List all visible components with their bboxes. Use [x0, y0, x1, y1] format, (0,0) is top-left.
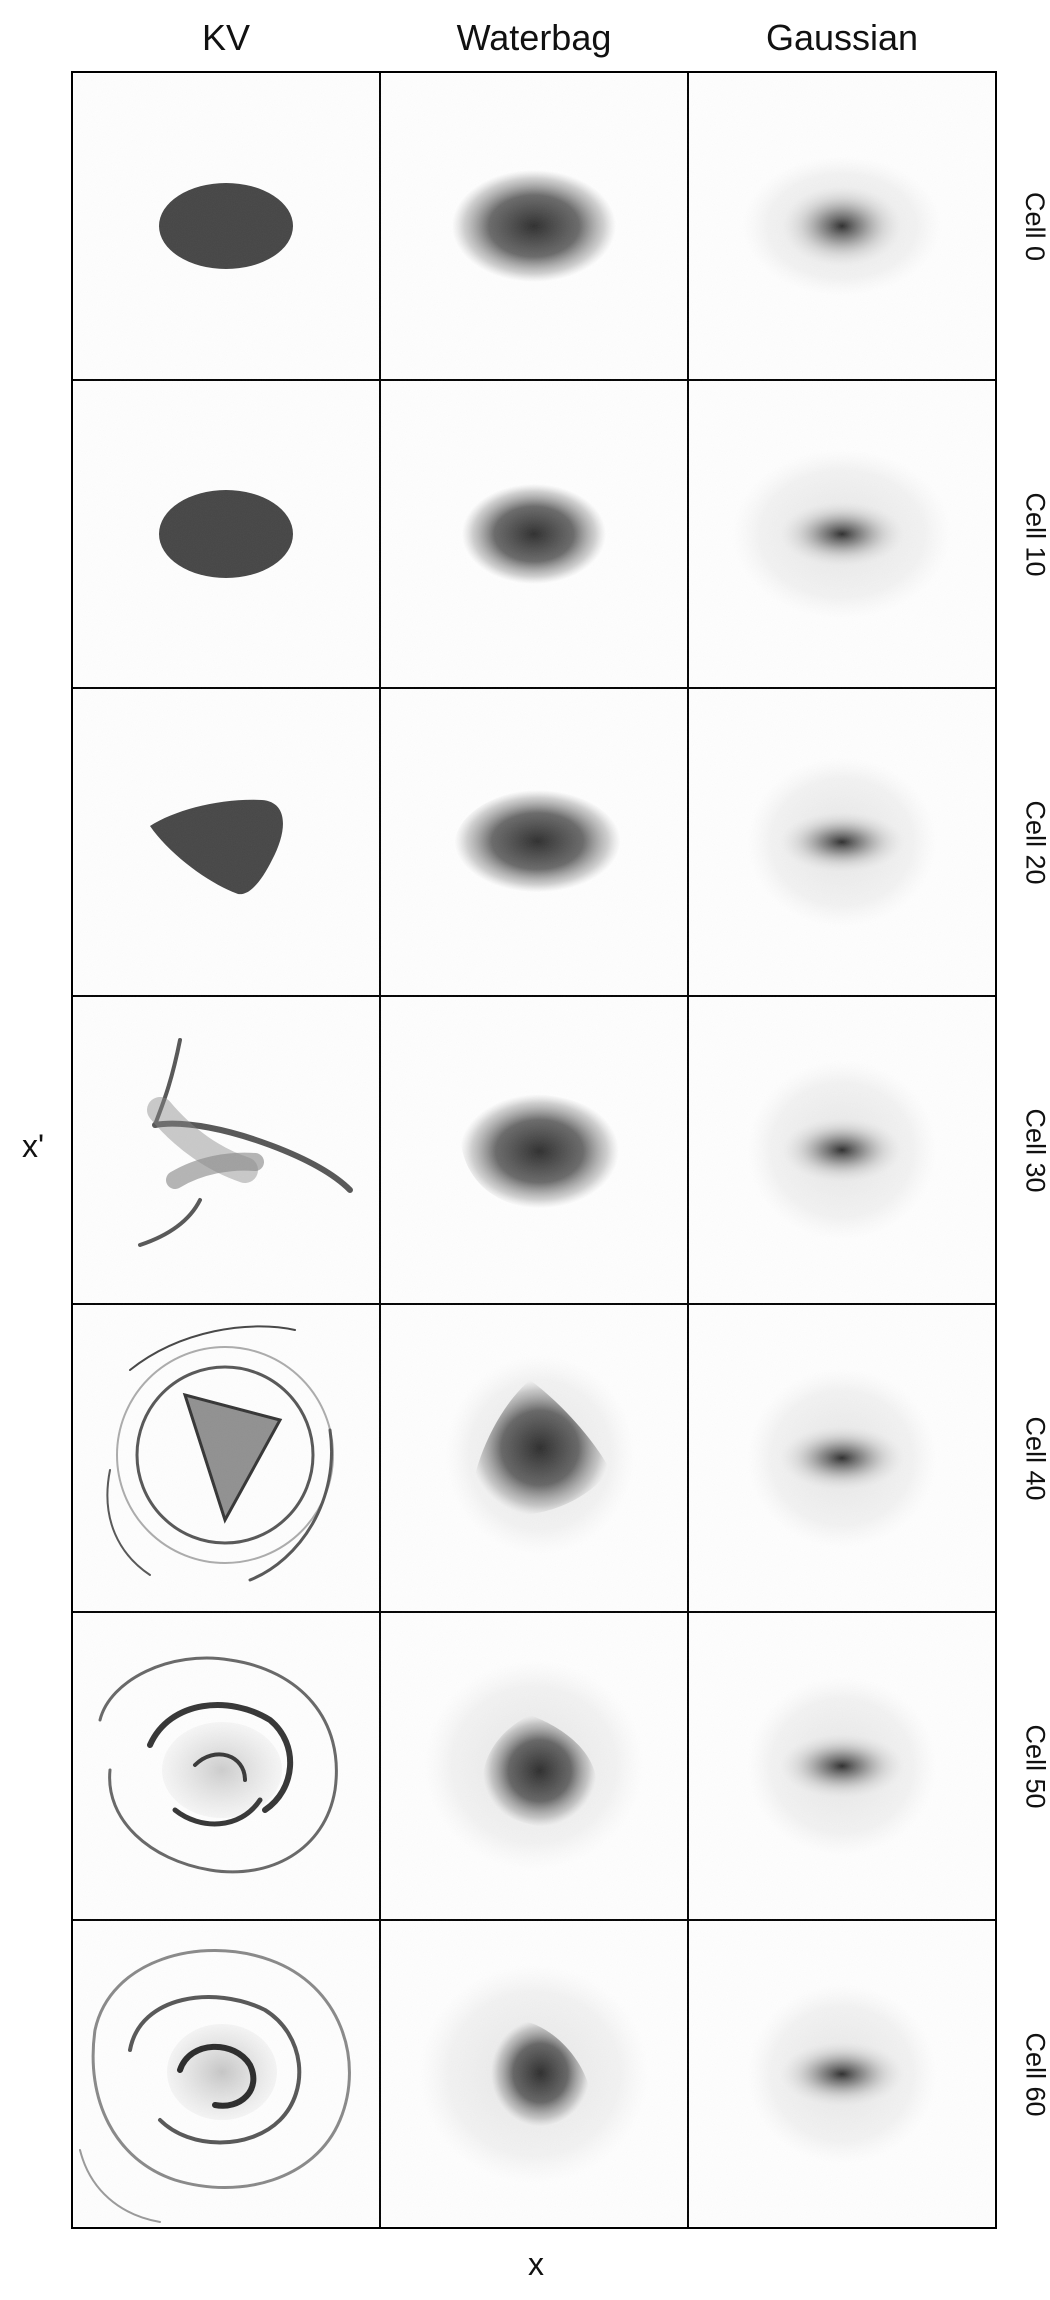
column-header-kv: KV — [201, 17, 251, 58]
y-axis-label: x' — [22, 1128, 45, 1164]
grid-frame — [71, 71, 997, 2229]
column-header-waterbag: Waterbag — [456, 17, 612, 58]
x-axis-label: x — [528, 2246, 544, 2282]
particle-grain-overlay — [74, 74, 994, 2226]
column-header-gaussian: Gaussian — [765, 17, 919, 58]
